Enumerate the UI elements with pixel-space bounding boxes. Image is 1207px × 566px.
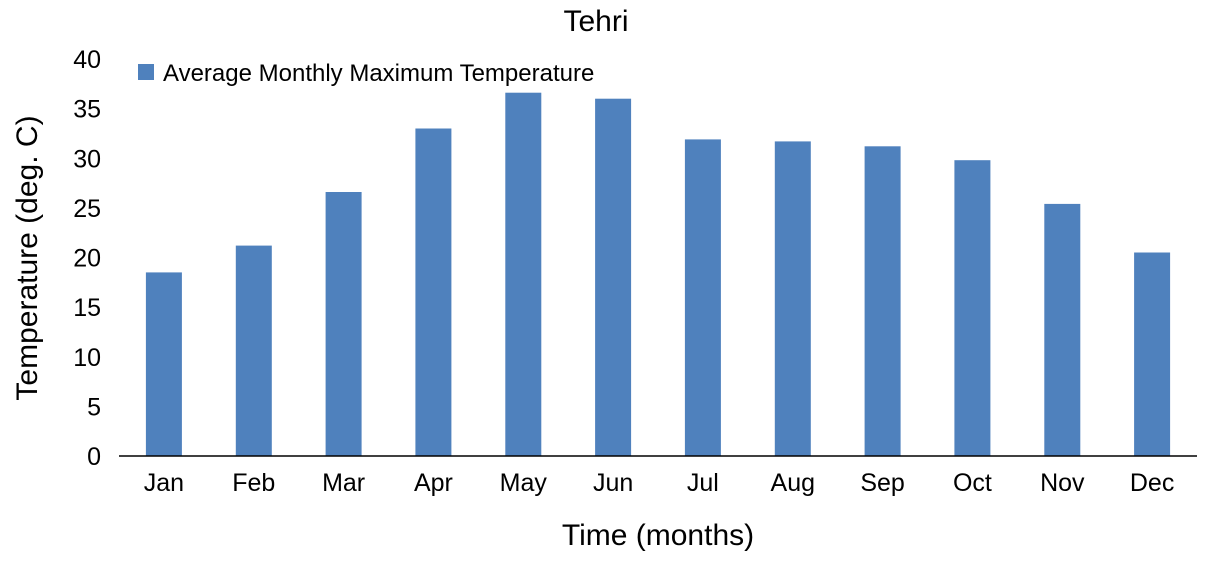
x-tick-label-may: May [500,469,548,497]
y-axis-ticks: 0 5 10 15 20 25 30 35 40 [73,46,101,471]
bar-may [505,92,542,456]
legend-label: Average Monthly Maximum Temperature [163,60,594,87]
bar-feb [235,245,272,456]
legend-swatch [138,64,154,80]
bar-apr [415,128,452,456]
y-tick-label-15: 15 [73,294,101,322]
bar-sep [864,146,901,457]
x-tick-label-nov: Nov [1040,469,1085,497]
x-tick-label-oct: Oct [953,469,992,497]
x-tick-label-sep: Sep [860,469,904,497]
x-tick-label-apr: Apr [414,469,453,497]
y-tick-label-35: 35 [73,96,101,124]
y-tick-label-40: 40 [73,46,101,74]
x-tick-label-dec: Dec [1130,469,1174,497]
y-tick-label-30: 30 [73,145,101,173]
x-tick-label-mar: Mar [322,469,365,497]
x-tick-label-jul: Jul [687,469,719,497]
y-axis-title: Temperature (deg. C) [11,115,44,400]
bar-nov [1044,203,1081,456]
x-tick-label-jan: Jan [144,469,184,497]
y-tick-label-10: 10 [73,344,101,372]
bars-group [145,92,1171,457]
x-tick-label-aug: Aug [771,469,815,497]
bar-aug [774,141,811,456]
bar-jan [145,272,182,456]
x-tick-label-feb: Feb [232,469,275,497]
bar-mar [325,192,362,456]
x-tick-label-jun: Jun [593,469,633,497]
bar-jul [684,139,721,456]
y-tick-label-20: 20 [73,245,101,273]
y-tick-label-25: 25 [73,195,101,223]
x-axis-ticks: Jan Feb Mar Apr May Jun Jul Aug Sep Oct Nov Dec [144,469,1175,497]
bar-oct [954,160,991,456]
x-axis-title: Time (months) [562,519,754,552]
bar-jun [595,98,632,456]
chart-title: Tehri [563,5,628,38]
y-tick-label-5: 5 [87,393,101,421]
legend: Average Monthly Maximum Temperature [138,60,594,87]
bar-dec [1134,252,1171,456]
y-tick-label-0: 0 [87,443,101,471]
